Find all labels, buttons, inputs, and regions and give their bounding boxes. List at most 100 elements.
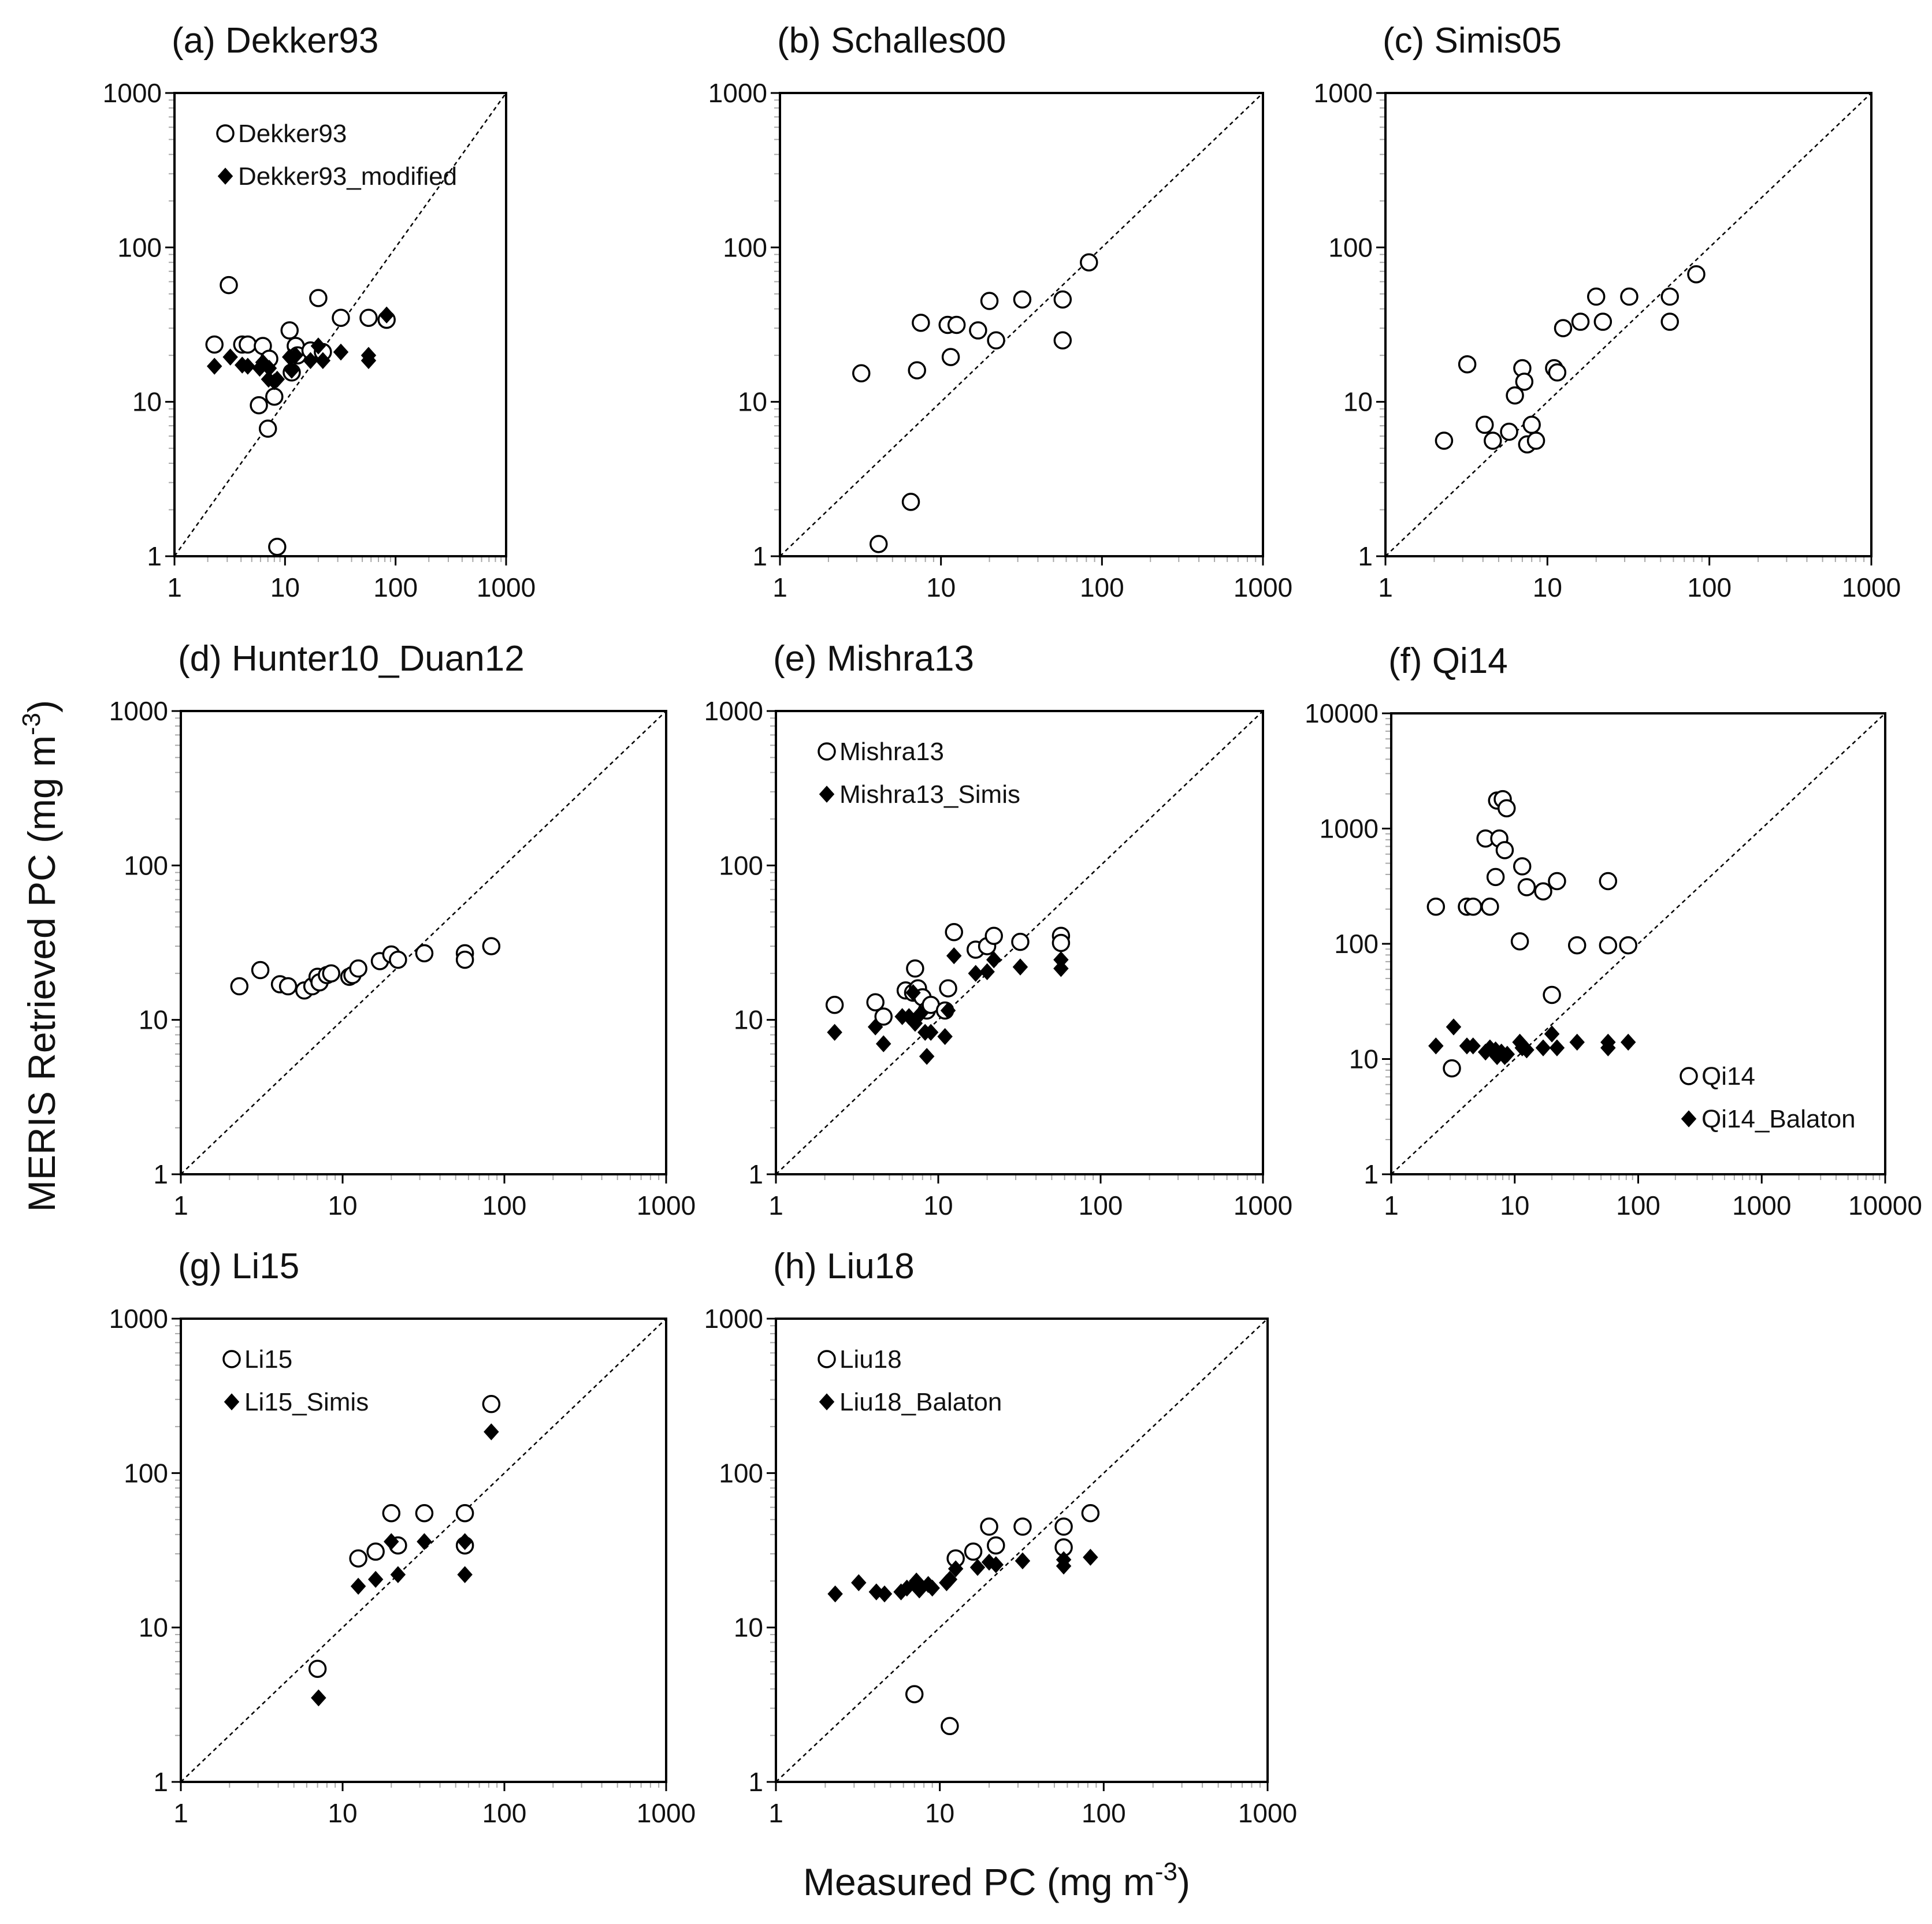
data-point-filled bbox=[269, 370, 285, 388]
data-point-filled bbox=[315, 352, 331, 369]
data-point-open bbox=[1526, 431, 1545, 450]
panel-title: (h) Liu18 bbox=[773, 1246, 915, 1286]
data-point-open bbox=[1548, 363, 1567, 382]
one-to-one-line bbox=[779, 92, 1264, 557]
data-point-filled bbox=[261, 359, 277, 377]
data-point-open bbox=[265, 387, 284, 406]
data-point-filled bbox=[827, 1585, 843, 1603]
y-axis-title: MERIS Retrieved PC (mg m-3) bbox=[17, 700, 63, 1212]
data-point-open bbox=[825, 996, 844, 1014]
y-tick-label: 100 bbox=[719, 1458, 763, 1488]
x-tick-label: 1000 bbox=[1732, 1190, 1791, 1220]
data-point-open bbox=[1567, 936, 1587, 955]
x-axis-title: Measured PC (mg m-3) bbox=[803, 1858, 1190, 1903]
data-point-filled bbox=[457, 1566, 473, 1583]
data-point-open bbox=[1481, 897, 1499, 916]
data-point-open bbox=[1506, 386, 1524, 405]
data-point-open bbox=[906, 959, 924, 978]
data-point-open bbox=[1497, 799, 1516, 818]
one-to-one-line bbox=[180, 1318, 667, 1782]
data-point-open bbox=[308, 1659, 327, 1678]
data-point-filled bbox=[923, 1024, 939, 1041]
y-tick-label: 1000 bbox=[109, 1304, 168, 1334]
data-point-filled bbox=[1535, 1039, 1551, 1056]
series-li15-simis bbox=[311, 1423, 499, 1707]
y-tick-label: 1 bbox=[153, 1159, 168, 1189]
data-point-open bbox=[359, 308, 378, 327]
data-point-open bbox=[939, 979, 957, 998]
data-point-filled bbox=[206, 358, 222, 375]
x-tick-label: 100 bbox=[482, 1798, 527, 1828]
x-tick-label: 100 bbox=[1082, 1798, 1126, 1828]
x-tick-label: 1000 bbox=[637, 1190, 696, 1220]
data-point-open bbox=[1571, 312, 1590, 331]
data-point-open bbox=[1053, 290, 1072, 309]
y-tick-label: 100 bbox=[719, 850, 763, 880]
data-point-filled bbox=[240, 358, 256, 375]
y-axis-title-superscript: -3 bbox=[17, 713, 46, 735]
data-point-filled bbox=[940, 1002, 956, 1019]
data-point-filled bbox=[876, 1585, 893, 1603]
data-point-open bbox=[901, 493, 920, 511]
data-point-open bbox=[905, 1685, 924, 1703]
data-point-open bbox=[389, 950, 407, 969]
data-point-filled bbox=[261, 370, 277, 388]
data-point-open bbox=[1500, 422, 1518, 441]
panel-b: (b) Schalles00 1 10 100 1000 1 10 100 1000 bbox=[708, 21, 1293, 602]
x-tick-label: 1 bbox=[173, 1798, 188, 1828]
data-point-filled bbox=[907, 1014, 923, 1032]
data-point-open bbox=[1515, 373, 1534, 391]
legend-label: Qi14_Balaton bbox=[1701, 1105, 1856, 1133]
data-point-open bbox=[1463, 897, 1483, 916]
data-point-filled bbox=[1569, 1033, 1585, 1051]
series-dekker93 bbox=[205, 276, 396, 556]
series-schalles00 bbox=[852, 253, 1098, 553]
data-point-open bbox=[1543, 985, 1561, 1004]
data-point-open bbox=[309, 289, 328, 307]
y-tick-label: 1 bbox=[1363, 1159, 1379, 1189]
data-point-open bbox=[349, 1549, 367, 1568]
data-point-open bbox=[349, 959, 367, 978]
legend-marker-filled bbox=[217, 168, 233, 185]
data-point-filled bbox=[303, 352, 318, 369]
data-point-filled bbox=[1056, 1557, 1072, 1575]
data-point-filled bbox=[333, 343, 349, 361]
data-point-open bbox=[1458, 355, 1477, 374]
legend-marker-open bbox=[818, 742, 836, 761]
data-point-open bbox=[1593, 312, 1613, 331]
y-tick-label: 1 bbox=[748, 1767, 763, 1797]
data-point-filled bbox=[988, 1556, 1004, 1573]
panel-title: (d) Hunter10_Duan12 bbox=[178, 639, 525, 679]
y-tick-label: 100 bbox=[723, 232, 767, 262]
data-point-filled bbox=[969, 1558, 986, 1576]
data-point-filled bbox=[1544, 1025, 1560, 1043]
x-tick-label: 100 bbox=[373, 572, 418, 602]
panel-f: (f) Qi14 1 10 100 1000 10000 1 10 100 1000 10000 Qi… bbox=[1305, 641, 1922, 1220]
data-point-filled bbox=[876, 1035, 891, 1052]
legend-label: Mishra13 bbox=[839, 738, 944, 766]
x-axis-title-superscript: -3 bbox=[1155, 1858, 1177, 1886]
x-tick-label: 100 bbox=[1616, 1190, 1660, 1220]
data-point-open bbox=[1510, 932, 1529, 951]
legend: Qi14 Qi14_Balaton bbox=[1680, 1062, 1856, 1133]
x-tick-label: 10 bbox=[328, 1798, 357, 1828]
data-point-filled bbox=[1083, 1549, 1098, 1566]
data-point-open bbox=[258, 419, 277, 438]
data-point-filled bbox=[986, 951, 1002, 969]
x-tick-label: 1000 bbox=[1233, 572, 1292, 602]
data-point-filled bbox=[484, 1423, 499, 1441]
data-point-filled bbox=[1446, 1018, 1462, 1036]
panel-g: (g) Li15 1 10 100 1000 1 10 100 1000 Li15 Li15_Sim… bbox=[109, 1246, 696, 1828]
data-point-filled bbox=[827, 1024, 842, 1041]
data-point-filled bbox=[919, 1048, 935, 1065]
data-point-open bbox=[1620, 287, 1639, 306]
data-point-open bbox=[1081, 1504, 1100, 1523]
panel-title: (c) Simis05 bbox=[1383, 21, 1562, 61]
y-tick-label: 100 bbox=[1328, 232, 1373, 262]
data-point-open bbox=[1660, 287, 1679, 306]
y-tick-label: 1000 bbox=[103, 78, 162, 108]
y-tick-label: 10 bbox=[1349, 1044, 1379, 1074]
plot-frame bbox=[180, 710, 667, 1175]
data-point-open bbox=[908, 361, 926, 379]
x-axis-title-close: ) bbox=[1177, 1860, 1190, 1903]
